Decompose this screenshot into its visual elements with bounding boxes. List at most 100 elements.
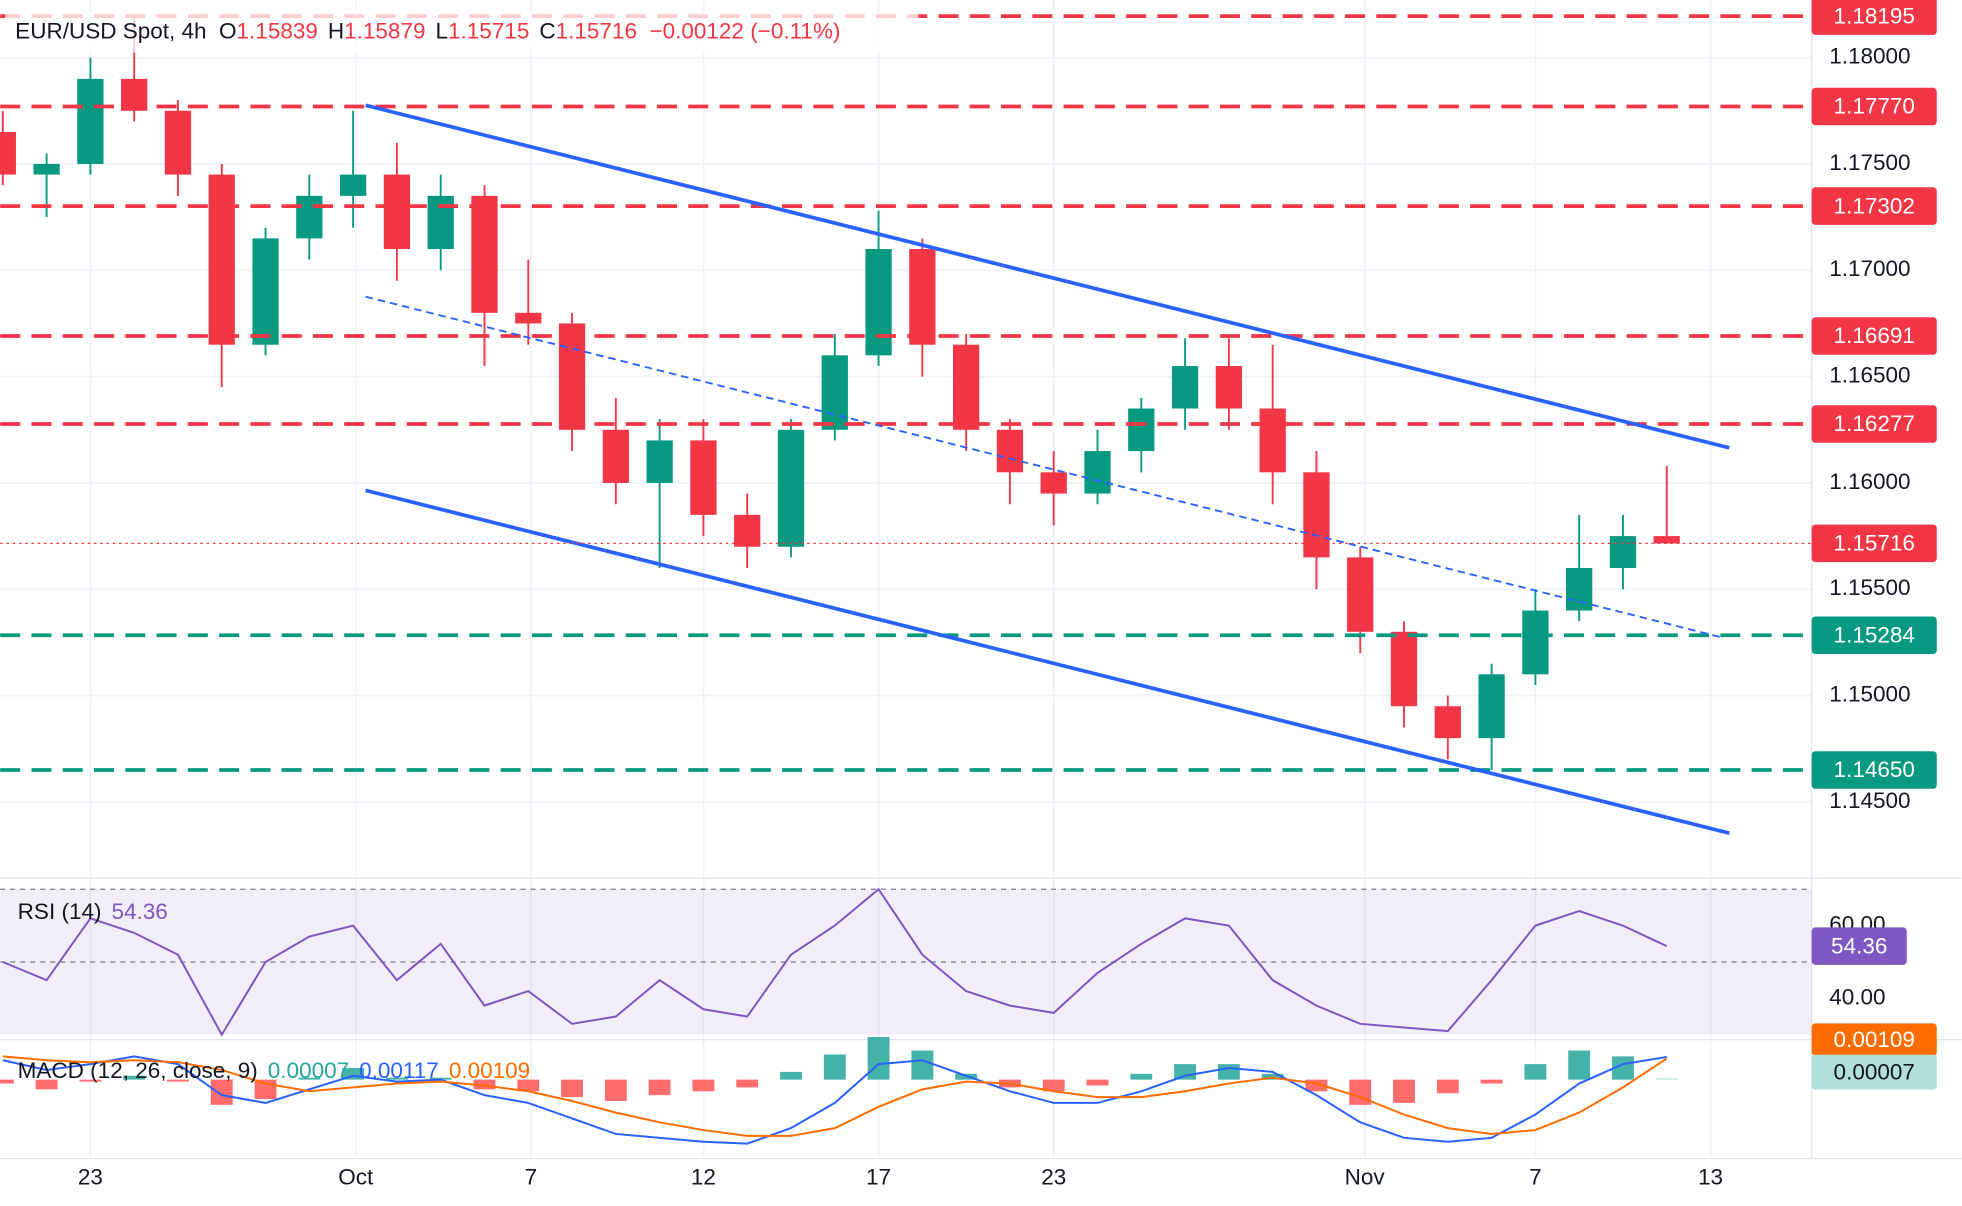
- level-label-box: [1811, 751, 1937, 789]
- macd-histogram-bar: [167, 1079, 189, 1082]
- candle-body: [1128, 408, 1155, 452]
- macd-histogram-bar: [823, 1054, 846, 1080]
- candle-body: [1215, 365, 1243, 409]
- histogram-value-box: [1811, 1054, 1937, 1090]
- candle-body: [1522, 610, 1549, 675]
- x-tick-label: 23: [78, 1164, 103, 1189]
- candle-body: [515, 312, 542, 324]
- rsi-value: 54.36: [111, 899, 167, 924]
- y-tick-label: 1.15500: [1829, 575, 1910, 600]
- level-label-box: [1811, 187, 1937, 225]
- candle-body: [208, 174, 235, 345]
- y-tick-label: 1.14500: [1829, 788, 1910, 813]
- current-price-box: [1811, 524, 1937, 563]
- candle-body: [427, 195, 454, 250]
- header: EUR/USD Spot, 4h O1.15839 H1.15879 L1.15715…: [15, 18, 840, 43]
- x-tick-label: 23: [1041, 1164, 1066, 1189]
- macd-histogram-bar: [1655, 1078, 1678, 1080]
- macd-histogram-bar: [35, 1079, 58, 1090]
- rsi-title: RSI (14): [18, 899, 102, 924]
- candle-body: [1040, 472, 1067, 494]
- candle-body: [777, 429, 805, 547]
- trend-line: [365, 488, 1730, 836]
- candle-body: [821, 355, 848, 430]
- macd-title: MACD (12, 26, close, 9): [18, 1058, 258, 1083]
- macd-header: MACD (12, 26, close, 9) 0.00007 0.00117 0.0…: [18, 1058, 530, 1083]
- macd-histogram-bar: [1130, 1073, 1153, 1080]
- ohlc-value: 1.15879: [344, 18, 425, 43]
- macd-histogram-bar: [1612, 1056, 1634, 1080]
- candle-body: [1171, 365, 1199, 409]
- change: −0.00122 (−0.11%): [649, 18, 840, 43]
- candle-body: [865, 249, 892, 356]
- signal-value: 0.00109: [449, 1058, 530, 1083]
- macd-histogram-bar: [298, 1077, 321, 1080]
- level-label: 1.15284: [1834, 622, 1915, 647]
- candle-body: [1609, 536, 1637, 569]
- candle-body: [646, 440, 673, 483]
- rsi-line: [2, 887, 1668, 1037]
- macd-histogram-bar: [867, 1036, 890, 1080]
- macd-histogram-bar: [648, 1079, 671, 1096]
- level-label: 1.16277: [1834, 411, 1915, 436]
- level-label: 1.14650: [1834, 757, 1915, 782]
- macd-histogram-bar: [911, 1050, 934, 1080]
- candle-body: [77, 78, 104, 164]
- trend-line: [365, 103, 1730, 450]
- level-label-box: [1811, 405, 1937, 443]
- candle-body: [1084, 451, 1111, 494]
- x-tick-label: 7: [525, 1164, 538, 1189]
- macd-histogram-bar: [1305, 1079, 1328, 1092]
- ohlc-letter: L: [436, 18, 449, 43]
- ohlc-value: 1.15715: [448, 18, 529, 43]
- level-label-box: [1811, 0, 1937, 35]
- trend-line: [365, 295, 1725, 639]
- rsi-value-box: [1811, 927, 1907, 965]
- signal-value-box: [1811, 1023, 1937, 1056]
- x-tick-label: Oct: [338, 1164, 374, 1189]
- candle-body: [953, 344, 980, 430]
- y-tick-label: 1.15000: [1829, 682, 1910, 707]
- x-tick-label: Nov: [1345, 1164, 1386, 1189]
- candle-body: [602, 429, 629, 483]
- candle-body: [296, 195, 323, 239]
- ohlc-letter: C: [539, 18, 555, 43]
- candle-body: [164, 110, 192, 175]
- ohlc-letter: O: [219, 18, 237, 43]
- level-label: 1.18195: [1834, 3, 1915, 28]
- level-label: 1.17302: [1834, 193, 1915, 218]
- candle-body: [909, 249, 936, 345]
- macd-histogram-bar: [1217, 1064, 1240, 1080]
- rsi-tick-label: 40.00: [1829, 984, 1885, 1009]
- level-label: 1.17770: [1834, 94, 1915, 119]
- macd-histogram-bar: [210, 1079, 233, 1105]
- macd-value: 0.00117: [359, 1058, 439, 1083]
- y-tick-label: 1.16500: [1829, 363, 1910, 388]
- grid-layer: [0, 0, 1962, 1160]
- bands-layer: [0, 888, 1812, 1035]
- macd-histogram-bar: [1393, 1079, 1415, 1103]
- rsi-value-label: 54.36: [1831, 933, 1887, 958]
- candle-body: [1434, 706, 1461, 739]
- y-tick-label: 1.16000: [1829, 469, 1910, 494]
- candle-body: [1303, 472, 1330, 558]
- candle-body: [1566, 568, 1593, 611]
- signal-value-label: 0.00109: [1834, 1027, 1915, 1052]
- macd-histogram-bar: [79, 1079, 102, 1082]
- candle-body: [252, 238, 279, 345]
- candle-body: [1347, 557, 1374, 632]
- lines-layer: [0, 14, 1812, 1145]
- candle-body: [690, 440, 717, 515]
- current-price-label: 1.15716: [1834, 531, 1915, 556]
- macd-histogram-bar: [123, 1075, 146, 1080]
- macd-histogram-bar: [1436, 1079, 1459, 1094]
- ohlc-value: 1.15716: [556, 18, 637, 43]
- macd-line: [2, 1055, 1667, 1145]
- level-label: 1.16691: [1834, 323, 1915, 348]
- macd-histogram-bar: [342, 1068, 365, 1080]
- level-label-box: [1811, 616, 1937, 654]
- candle-body: [33, 163, 60, 175]
- level-label-box: [1811, 87, 1937, 126]
- candle-body: [558, 323, 586, 430]
- header-background: [5, 12, 919, 53]
